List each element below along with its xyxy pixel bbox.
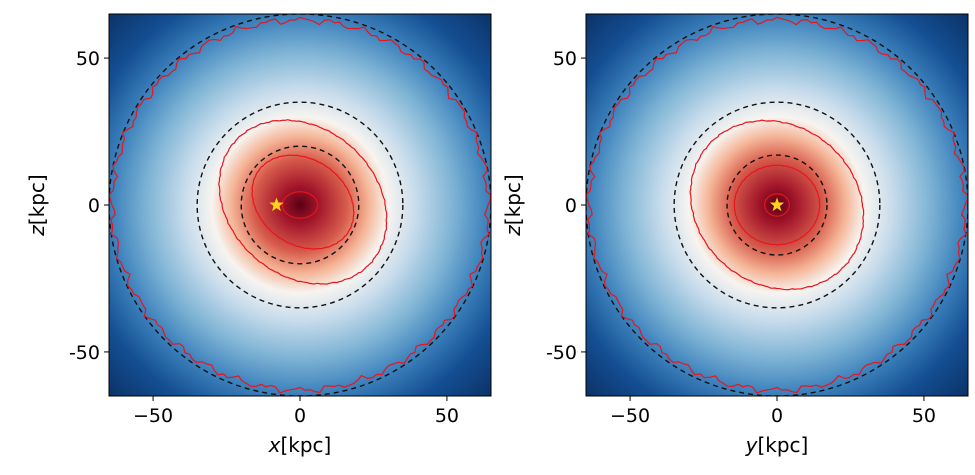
star-icon <box>769 197 785 212</box>
contour-3 <box>218 119 388 285</box>
dashed-circles <box>586 14 968 396</box>
y-ticks: 50 0 -50 <box>546 48 586 364</box>
contours <box>586 16 968 394</box>
contour-2 <box>733 164 821 246</box>
y-tick-label: 50 <box>553 48 577 70</box>
contour-2 <box>251 154 355 250</box>
x-ticks: −50 0 50 <box>133 396 459 427</box>
x-tick-label: 50 <box>435 405 459 427</box>
contour-1 <box>281 191 319 219</box>
x-tick-label: 0 <box>771 405 783 427</box>
x-tick-label: 0 <box>294 405 306 427</box>
contour-3 <box>689 119 865 291</box>
dashed-circle-1 <box>726 154 828 256</box>
y-tick-label: -50 <box>546 342 577 364</box>
contour-4 <box>109 16 491 394</box>
dashed-circle-2 <box>196 101 404 309</box>
y-ticks: 50 0 -50 <box>69 48 109 364</box>
x-tick-label: 50 <box>912 405 936 427</box>
x-axis-label: y[kpc] <box>745 433 809 457</box>
y-tick-label: 0 <box>565 195 577 217</box>
contours <box>109 16 491 394</box>
x-tick-label: −50 <box>133 405 173 427</box>
y-tick-label: 0 <box>88 195 100 217</box>
panel-left: −50 0 50 50 0 -50 x[kpc] z[kpc] <box>25 13 492 457</box>
y-axis-label: z[kpc] <box>25 174 49 236</box>
x-tick-label: −50 <box>610 405 650 427</box>
contour-1 <box>764 193 790 217</box>
dashed-circle-2 <box>673 101 881 309</box>
density-map <box>109 14 491 396</box>
panel-right: −50 0 50 50 0 -50 y[kpc] z[kpc] <box>501 13 969 457</box>
y-tick-label: 50 <box>76 48 100 70</box>
x-ticks: −50 0 50 <box>610 396 936 427</box>
dashed-circles <box>109 14 491 396</box>
contour-4 <box>586 16 968 394</box>
x-axis-label: x[kpc] <box>268 433 332 457</box>
dashed-circle-1 <box>240 145 360 265</box>
y-axis-label: z[kpc] <box>501 174 525 236</box>
star-icon <box>269 197 284 212</box>
y-tick-label: -50 <box>69 342 100 364</box>
